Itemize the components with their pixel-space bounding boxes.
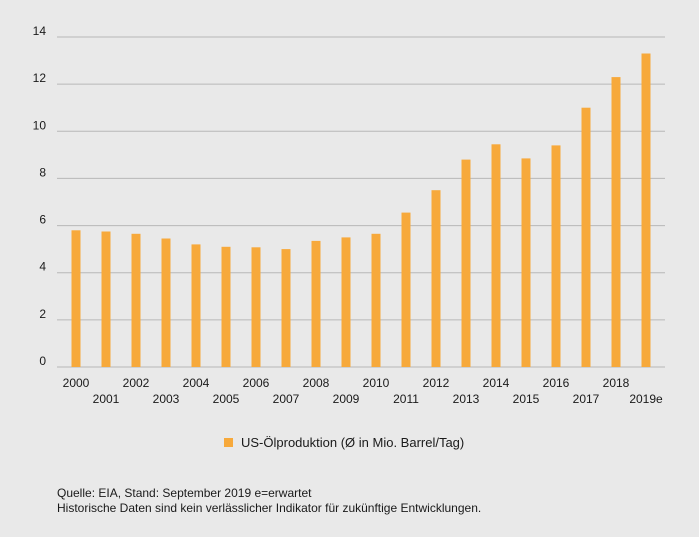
x-axis-ticks: 2000200120022003200420052006200720082009… xyxy=(63,376,663,406)
x-tick-label: 2001 xyxy=(93,392,120,406)
bar-2014 xyxy=(491,144,501,367)
x-tick-label: 2003 xyxy=(153,392,180,406)
y-tick-label: 10 xyxy=(33,118,47,132)
y-tick-label: 14 xyxy=(33,24,47,38)
x-tick-label: 2008 xyxy=(303,376,330,390)
x-tick-label: 2006 xyxy=(243,376,270,390)
x-tick-label: 2013 xyxy=(453,392,480,406)
bar-2008 xyxy=(311,240,321,367)
x-tick-label: 2011 xyxy=(393,392,419,406)
legend-swatch xyxy=(224,438,233,447)
x-tick-label: 2009 xyxy=(333,392,360,406)
x-tick-label: 2004 xyxy=(183,376,210,390)
x-tick-label: 2012 xyxy=(423,376,450,390)
bar-2005 xyxy=(221,246,231,367)
x-tick-label: 2002 xyxy=(123,376,150,390)
disclaimer-note: Historische Daten sind kein verlässliche… xyxy=(57,501,482,515)
bar-2003 xyxy=(161,238,171,367)
y-tick-label: 12 xyxy=(33,71,47,85)
x-tick-label: 2018 xyxy=(603,376,630,390)
gridlines xyxy=(57,36,665,368)
bar-2018 xyxy=(611,77,621,367)
x-tick-label: 2015 xyxy=(513,392,540,406)
source-note: Quelle: EIA, Stand: September 2019 e=erw… xyxy=(57,486,312,500)
x-tick-label: 2016 xyxy=(543,376,570,390)
bar-2013 xyxy=(461,159,471,367)
bar-2019e xyxy=(641,53,651,367)
x-tick-label: 2017 xyxy=(573,392,600,406)
y-axis-ticks: 0 2 4 6 8 10 12 14 xyxy=(33,24,47,368)
x-tick-label: 2005 xyxy=(213,392,240,406)
bar-2007 xyxy=(281,249,291,367)
y-tick-label: 4 xyxy=(39,260,46,274)
bar-2012 xyxy=(431,190,441,367)
legend-label: US-Ölproduktion (Ø in Mio. Barrel/Tag) xyxy=(241,435,465,450)
bar-2016 xyxy=(551,145,561,367)
bar-2010 xyxy=(371,233,381,367)
bar-2002 xyxy=(131,233,141,367)
x-tick-label: 2000 xyxy=(63,376,90,390)
footer-note: Quelle: EIA, Stand: September 2019 e=erw… xyxy=(57,486,481,516)
x-tick-label: 2007 xyxy=(273,392,300,406)
bar-2017 xyxy=(581,107,591,367)
bar-2001 xyxy=(101,231,111,367)
x-tick-label: 2019e xyxy=(629,392,663,406)
bars xyxy=(71,53,651,367)
legend: US-Ölproduktion (Ø in Mio. Barrel/Tag) xyxy=(224,435,464,450)
x-tick-label: 2014 xyxy=(483,376,510,390)
y-tick-label: 8 xyxy=(39,165,46,179)
bar-2009 xyxy=(341,237,351,367)
x-tick-label: 2010 xyxy=(363,376,390,390)
bar-2006 xyxy=(251,247,261,367)
bar-2000 xyxy=(71,230,81,367)
y-tick-label: 0 xyxy=(39,354,46,368)
y-tick-label: 2 xyxy=(39,307,46,321)
bar-2015 xyxy=(521,158,531,367)
y-tick-label: 6 xyxy=(39,213,46,227)
bar-2011 xyxy=(401,212,411,367)
bar-2004 xyxy=(191,244,201,367)
